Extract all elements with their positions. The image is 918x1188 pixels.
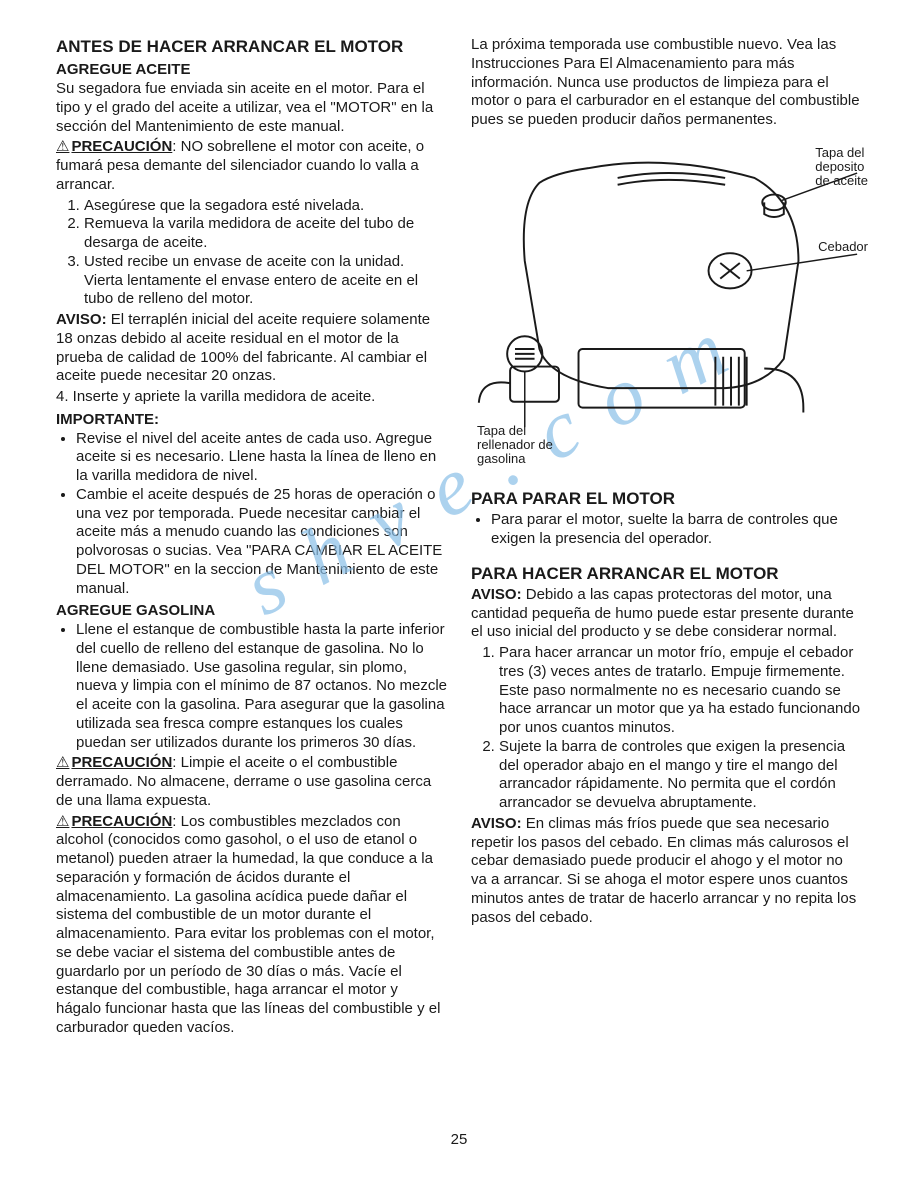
engine-svg [471,140,862,470]
oil-steps-list: Asegúrese que la segadora esté nivelada.… [56,197,447,310]
warning-icon: PRECAUCIÓN [56,138,172,155]
aviso-oil: AVISO: El terraplén inicial del aceite r… [56,311,447,386]
list-item: Remueva la varila medidora de aceite del… [84,215,447,253]
body-text: Su segadora fue enviada sin aceite en el… [56,80,447,136]
heading-parar: PARA PARAR EL MOTOR [471,488,862,509]
list-item: Para parar el motor, suelte la barra de … [491,511,862,549]
body-text: La próxima temporada use combustible nue… [471,36,862,130]
list-item: Sujete la barra de controles que exigen … [499,738,862,813]
list-item-4: 4. Inserte y apriete la varilla medidora… [56,388,447,407]
left-column: ANTES DE HACER ARRANCAR EL MOTOR AGREGUE… [56,36,447,1040]
parar-list: Para parar el motor, suelte la barra de … [471,511,862,549]
list-item: Cambie el aceite después de 25 horas de … [76,486,447,599]
aviso-label: AVISO: [471,586,522,603]
importante-list: Revise el nivel del aceite antes de cada… [56,430,447,599]
gasolina-list: Llene el estanque de combustible hasta l… [56,621,447,752]
heading-importante: IMPORTANTE: [56,411,447,430]
engine-diagram: Tapa deldepositode aceite Cebador Tapa d… [471,140,862,470]
list-item: Para hacer arrancar un motor frío, empuj… [499,644,862,738]
label-cebador: Cebador [818,240,868,254]
aviso-text: El terraplén inicial del aceite requiere… [56,311,430,384]
aviso-arrancar: AVISO: Debido a las capas protectoras de… [471,586,862,642]
heading-antes: ANTES DE HACER ARRANCAR EL MOTOR [56,36,447,57]
label-gas-cap: Tapa delrellenador degasolina [477,424,553,467]
list-item: Usted recibe un envase de aceite con la … [84,253,447,309]
aviso-label: AVISO: [56,311,107,328]
caution-text: : Los combustibles mezclados con alcohol… [56,813,440,1036]
list-item: Llene el estanque de combustible hasta l… [76,621,447,752]
warning-icon: PRECAUCIÓN [56,813,172,830]
list-item: Asegúrese que la segadora esté nivelada. [84,197,447,216]
arrancar-steps: Para hacer arrancar un motor frío, empuj… [471,644,862,813]
warning-icon: PRECAUCIÓN [56,754,172,771]
caution-spill: PRECAUCIÓN: Limpie el aceite o el combus… [56,754,447,810]
aviso-text: En climas más fríos puede que sea necesa… [471,815,856,926]
list-item: Revise el nivel del aceite antes de cada… [76,430,447,486]
heading-agregue-aceite: AGREGUE ACEITE [56,61,447,80]
right-column: La próxima temporada use combustible nue… [471,36,862,1040]
aviso-label: AVISO: [471,815,522,832]
heading-arrancar: PARA HACER ARRANCAR EL MOTOR [471,563,862,584]
page-number: 25 [0,1131,918,1148]
caution-oil: PRECAUCIÓN: NO sobrellene el motor con a… [56,138,447,194]
label-oil-cap: Tapa deldepositode aceite [815,146,868,189]
caution-alcohol: PRECAUCIÓN: Los combustibles mezclados c… [56,813,447,1038]
aviso-clima: AVISO: En climas más fríos puede que sea… [471,815,862,928]
heading-agregue-gasolina: AGREGUE GASOLINA [56,602,447,621]
aviso-text: Debido a las capas protectoras del motor… [471,586,854,641]
page-content: ANTES DE HACER ARRANCAR EL MOTOR AGREGUE… [0,0,918,1040]
